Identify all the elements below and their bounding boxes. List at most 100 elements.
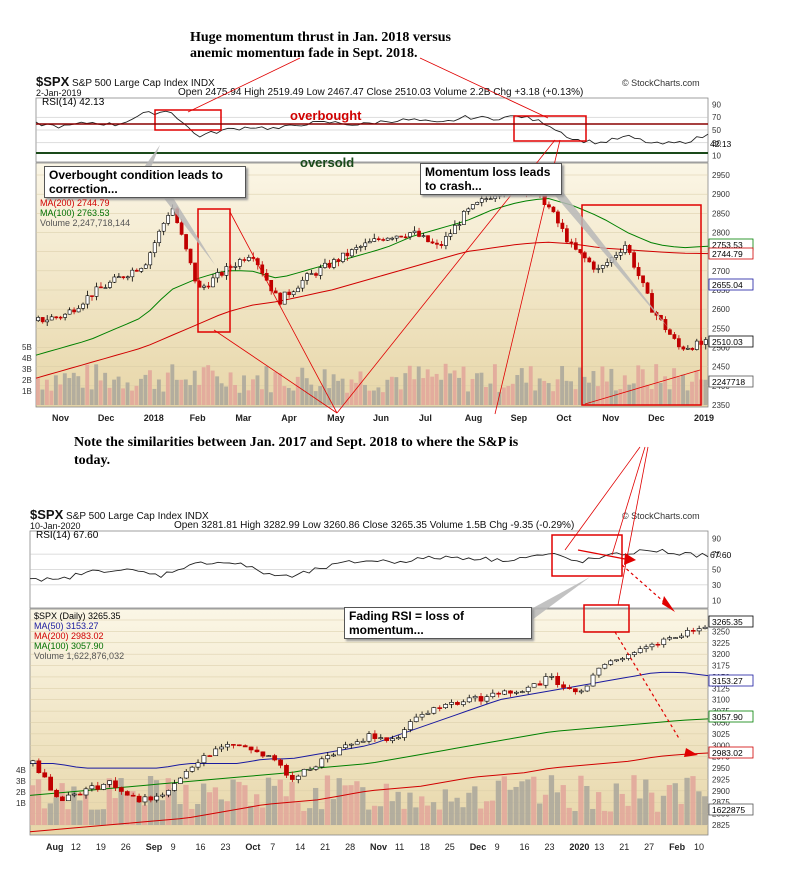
- volume-bar: [354, 382, 358, 405]
- volume-bar: [212, 787, 219, 825]
- volume-bar: [318, 386, 323, 405]
- candle-body: [45, 319, 50, 323]
- value-tag-box: [708, 615, 754, 628]
- volume-bar: [380, 392, 385, 405]
- volume-bar: [690, 381, 694, 405]
- candle-body: [578, 690, 584, 693]
- volume-bar: [582, 376, 587, 405]
- candle-body: [314, 273, 318, 276]
- candle-body: [372, 733, 378, 739]
- chart1-price-panel: [35, 162, 709, 408]
- volume-bar: [88, 809, 95, 825]
- candle-body: [565, 228, 569, 243]
- volume-bar: [112, 798, 118, 825]
- volume-bar: [89, 389, 94, 405]
- month-label: Jun: [373, 413, 389, 423]
- value-tag: 2983.02: [712, 748, 743, 758]
- value-tag-box: [708, 674, 754, 687]
- volume-bar: [295, 376, 300, 405]
- volume-tick: 5B: [22, 343, 32, 352]
- volume-bar: [461, 366, 466, 405]
- rsi-box-sep2018: [513, 115, 587, 142]
- month-label: Sep: [511, 413, 528, 423]
- volume-bar: [283, 796, 289, 825]
- price-tick: 2950: [712, 764, 730, 773]
- volume-bar: [301, 810, 307, 825]
- volume-bar: [519, 781, 525, 825]
- candle-body: [202, 285, 206, 288]
- volume-bar: [177, 804, 183, 825]
- candle-body: [76, 308, 81, 313]
- candle-body: [627, 245, 632, 253]
- volume-bar: [159, 800, 165, 825]
- month-label: 16: [520, 842, 530, 852]
- candle-body: [107, 780, 112, 785]
- candle-body: [95, 785, 101, 790]
- month-label: 26: [121, 842, 131, 852]
- candle-body: [605, 262, 610, 266]
- candle-body: [337, 747, 342, 756]
- volume-bar: [618, 388, 623, 405]
- rsi-tick: 50: [712, 566, 721, 575]
- volume-bar: [336, 380, 341, 405]
- month-label: 12: [71, 842, 81, 852]
- candle-body: [645, 282, 650, 294]
- volume-bar: [363, 384, 367, 405]
- candle-body: [236, 744, 242, 747]
- price-tick: 2925: [712, 775, 730, 784]
- price-tick: 2800: [712, 229, 730, 238]
- volume-bar: [233, 384, 237, 405]
- month-label: Oct: [245, 842, 260, 852]
- volume-bar: [260, 389, 264, 405]
- candle-body: [488, 198, 493, 200]
- rsi-fade-arrow-line: [577, 549, 626, 560]
- candle-body: [484, 198, 489, 200]
- volume-bar: [425, 805, 431, 825]
- volume-bar: [289, 782, 295, 825]
- candle-body: [65, 794, 71, 802]
- month-label: Aug: [46, 842, 64, 852]
- volume-bar: [407, 365, 412, 405]
- candle-body: [668, 329, 672, 335]
- candle-body: [139, 268, 144, 272]
- volume-bar: [360, 787, 366, 825]
- volume-bar: [224, 386, 229, 405]
- month-label: 16: [196, 842, 206, 852]
- volume-bar: [197, 384, 202, 405]
- candle-body: [596, 667, 602, 676]
- volume-bar: [259, 807, 266, 825]
- volume-bar: [607, 811, 614, 825]
- volume-bar: [649, 792, 655, 825]
- volume-bar: [442, 789, 448, 825]
- candle-body: [184, 234, 188, 250]
- candle-body: [376, 238, 381, 240]
- candle-body: [183, 771, 189, 779]
- candle-body: [490, 692, 496, 698]
- volume-bar: [40, 389, 45, 405]
- candle-body: [555, 676, 561, 685]
- volume-bar: [307, 808, 313, 825]
- volume-bar: [179, 379, 184, 405]
- rsi-tick: 30: [712, 139, 721, 148]
- candle-body: [421, 235, 426, 237]
- candle-body: [384, 737, 390, 741]
- candle-body: [496, 692, 502, 695]
- volume-bar: [136, 797, 142, 825]
- month-label: Apr: [281, 413, 297, 423]
- candle-body: [231, 744, 236, 746]
- volume-bar: [76, 376, 81, 405]
- month-label: Nov: [602, 413, 619, 423]
- candle-body: [650, 293, 654, 313]
- candle-body: [403, 236, 408, 239]
- ma-line-ma-200-: [35, 241, 709, 379]
- legend-ma200: MA(200) 2983.02: [34, 631, 104, 641]
- volume-bar: [134, 385, 139, 405]
- candle-body: [439, 244, 444, 246]
- volume-bar: [265, 777, 272, 825]
- candle-body: [437, 707, 443, 709]
- volume-bar: [551, 391, 556, 405]
- volume-tick: 4B: [22, 354, 32, 363]
- candle-body: [643, 646, 649, 650]
- candle-body: [278, 292, 283, 305]
- candle-body: [157, 230, 162, 243]
